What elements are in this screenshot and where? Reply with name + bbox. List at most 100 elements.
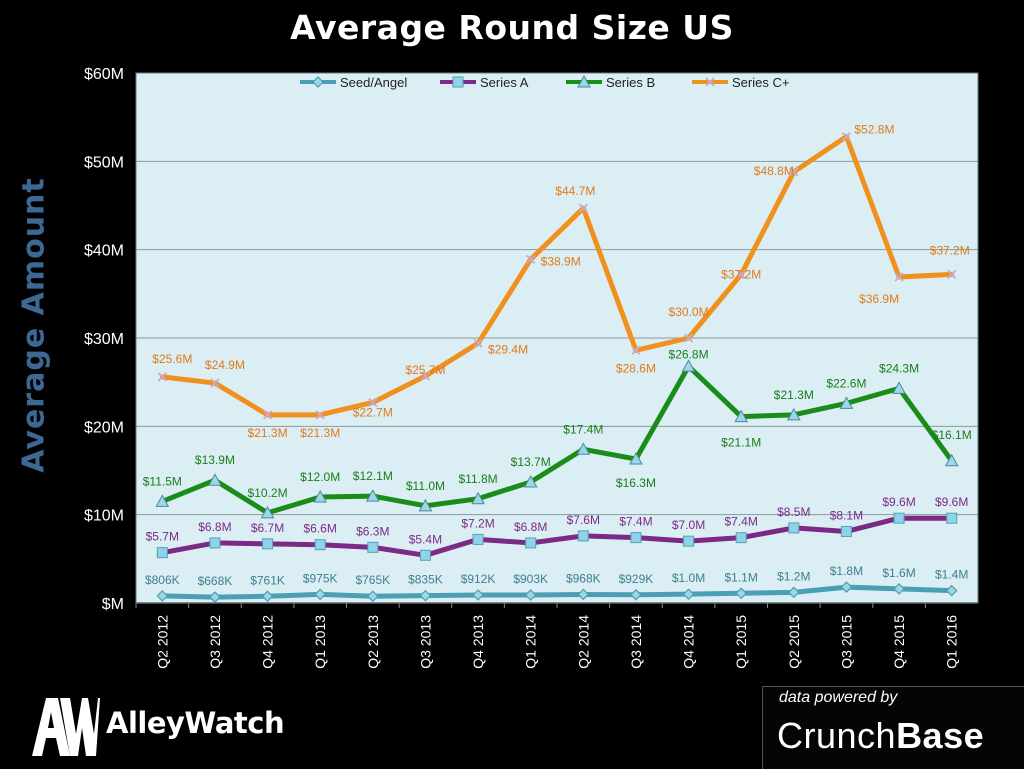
legend-item: Series B bbox=[566, 74, 655, 90]
point-marker bbox=[472, 589, 484, 601]
point-marker bbox=[629, 451, 643, 465]
point-marker bbox=[472, 533, 484, 545]
x-tick-label: Q4 2014 bbox=[681, 615, 697, 669]
data-label: $12.1M bbox=[353, 469, 393, 483]
point-marker bbox=[839, 396, 854, 409]
data-label: $48.8M bbox=[754, 164, 794, 178]
data-label: $7.4M bbox=[725, 515, 758, 529]
point-marker bbox=[209, 591, 221, 603]
point-marker bbox=[736, 269, 746, 280]
data-label: $1.0M bbox=[672, 571, 705, 585]
point-marker bbox=[315, 410, 325, 420]
data-label: $806K bbox=[145, 573, 180, 587]
data-label: $30.0M bbox=[669, 305, 709, 319]
y-axis-ticks: $M $10M $20M $30M $40M $50M $60M bbox=[84, 66, 124, 613]
data-label: $1.1M bbox=[725, 570, 758, 584]
data-label: $1.8M bbox=[830, 564, 863, 578]
y-axis-label: Average Amount bbox=[16, 177, 52, 473]
data-label: $21.1M bbox=[721, 436, 761, 450]
data-label: $835K bbox=[408, 573, 443, 587]
point-marker bbox=[788, 522, 800, 534]
point-marker bbox=[947, 269, 957, 280]
data-label: $38.9M bbox=[541, 254, 581, 268]
point-marker bbox=[368, 397, 378, 408]
point-marker bbox=[155, 494, 170, 507]
data-label: $1.4M bbox=[935, 568, 968, 582]
point-marker bbox=[260, 505, 275, 519]
legend-item: Series C+ bbox=[692, 75, 789, 90]
alleywatch-logo: AlleyWatch bbox=[30, 688, 285, 758]
point-marker bbox=[578, 203, 588, 213]
point-marker bbox=[156, 590, 169, 602]
data-label: $7.6M bbox=[567, 513, 600, 527]
data-label: $11.0M bbox=[406, 479, 445, 493]
series-series-a bbox=[156, 512, 958, 561]
data-label: $903K bbox=[513, 572, 548, 586]
point-marker bbox=[681, 359, 696, 372]
x-tick-label: Q2 2012 bbox=[154, 615, 170, 669]
point-marker bbox=[840, 525, 852, 537]
data-label: $26.8M bbox=[669, 347, 709, 361]
y-tick-label: $20M bbox=[84, 419, 124, 436]
legend: Seed/Angel Series A Series B Series C+ bbox=[300, 74, 789, 90]
data-label: $21.3M bbox=[300, 426, 340, 440]
point-marker bbox=[787, 586, 800, 599]
point-marker bbox=[210, 378, 220, 388]
data-label: $17.4M bbox=[563, 422, 603, 436]
legend-label: Series B bbox=[606, 75, 655, 90]
point-marker bbox=[208, 473, 222, 486]
data-label: $929K bbox=[619, 572, 654, 586]
data-label: $975K bbox=[303, 571, 338, 585]
x-tick-label: Q2 2013 bbox=[365, 615, 381, 669]
data-label: $21.3M bbox=[248, 426, 288, 440]
series-group bbox=[155, 131, 959, 603]
data-label: $25.6M bbox=[152, 352, 192, 366]
data-label: $11.8M bbox=[458, 472, 497, 486]
data-label: $28.6M bbox=[616, 361, 656, 375]
data-label: $12.0M bbox=[300, 470, 340, 484]
legend-item: Series A bbox=[440, 75, 529, 90]
data-label: $9.6M bbox=[935, 495, 968, 509]
point-marker bbox=[735, 532, 747, 544]
point-marker bbox=[893, 583, 905, 595]
point-marker bbox=[313, 489, 328, 503]
point-marker bbox=[631, 345, 641, 356]
point-marker bbox=[157, 372, 167, 382]
point-marker bbox=[526, 254, 536, 265]
data-label: $8.5M bbox=[777, 505, 810, 519]
data-label: $7.2M bbox=[461, 516, 494, 530]
point-marker bbox=[471, 491, 485, 505]
data-label: $22.7M bbox=[353, 405, 393, 419]
series-line bbox=[159, 134, 955, 418]
x-tick-label: Q3 2014 bbox=[628, 615, 644, 669]
data-label: $6.3M bbox=[356, 524, 389, 538]
y-tick-label: $60M bbox=[84, 66, 124, 83]
data-label: $13.9M bbox=[195, 453, 235, 467]
data-label: $52.8M bbox=[854, 123, 894, 137]
point-marker bbox=[419, 589, 432, 602]
data-label: $6.7M bbox=[251, 521, 284, 535]
point-marker bbox=[789, 167, 799, 177]
data-label: $1.6M bbox=[882, 566, 915, 580]
point-marker bbox=[366, 590, 379, 603]
data-label: $25.7M bbox=[405, 363, 445, 377]
x-tick-label: Q4 2012 bbox=[260, 615, 276, 669]
x-tick-label: Q2 2014 bbox=[575, 615, 591, 669]
series-line bbox=[159, 363, 955, 516]
x-axis-ticks: Q2 2012 Q3 2012 Q4 2012 Q1 2013 Q2 2013 Q3 20… bbox=[135, 603, 960, 669]
point-marker bbox=[945, 584, 958, 597]
point-marker bbox=[786, 407, 801, 421]
grid-lines bbox=[135, 72, 979, 604]
powered-by-label: data powered by bbox=[779, 689, 898, 706]
data-label: $6.8M bbox=[514, 520, 547, 534]
data-label: $912K bbox=[461, 572, 496, 586]
alleywatch-logo-text: AlleyWatch bbox=[106, 706, 285, 740]
point-marker bbox=[525, 537, 537, 549]
point-marker bbox=[735, 587, 748, 600]
data-label: $36.9M bbox=[859, 292, 899, 306]
point-marker bbox=[683, 333, 694, 343]
point-marker bbox=[365, 489, 380, 502]
x-tick-label: Q4 2013 bbox=[470, 615, 486, 669]
point-marker bbox=[892, 381, 906, 394]
point-marker bbox=[261, 590, 274, 603]
